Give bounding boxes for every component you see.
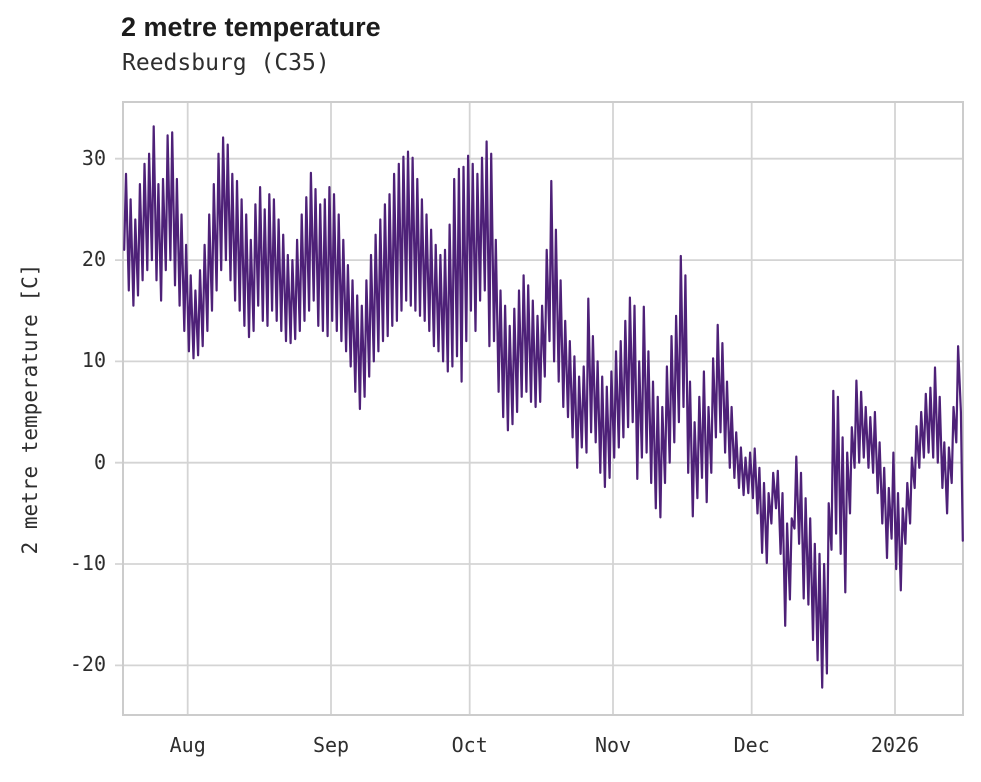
y-tick-label: 10 [81, 348, 106, 373]
y-tick-label: 30 [81, 145, 106, 170]
x-tick-label: Oct [451, 733, 488, 757]
chart-title: 2 metre temperature [121, 12, 381, 42]
chart-subtitle: Reedsburg (C35) [122, 50, 330, 76]
x-tick-label: Aug [169, 733, 206, 757]
x-tick-label: 2026 [870, 733, 920, 757]
y-tick-label: 0 [93, 449, 106, 474]
x-tick-label: Nov [594, 733, 632, 757]
plot-border [122, 101, 964, 716]
y-tick-label: -20 [69, 652, 106, 677]
y-tick-label: 20 [81, 247, 106, 272]
y-tick-label: -10 [69, 551, 106, 576]
x-tick-label: Dec [733, 733, 770, 757]
temperature-line [123, 125, 964, 689]
x-tick-label: Sep [312, 733, 350, 757]
